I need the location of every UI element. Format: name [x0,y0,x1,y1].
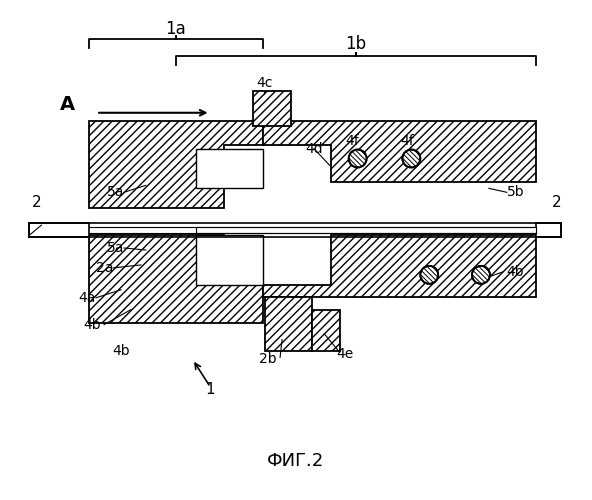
Text: 4d: 4d [305,142,323,156]
Text: 4e: 4e [336,348,353,362]
Text: 4b: 4b [83,318,101,332]
Text: 4f: 4f [401,134,414,147]
Bar [30,223,89,237]
Bar [265,296,312,352]
Text: ФИГ.2: ФИГ.2 [268,452,324,470]
Circle shape [403,150,420,168]
Text: 2: 2 [552,195,561,210]
Text: 2b: 2b [259,352,277,366]
Text: 2a: 2a [96,261,113,275]
Circle shape [349,150,366,168]
Text: 4a: 4a [79,290,96,304]
Text: 4b: 4b [506,265,523,279]
Polygon shape [89,235,263,322]
Bar [312,310,340,352]
Bar [253,91,291,126]
Text: 1a: 1a [165,20,186,38]
Text: A: A [60,96,75,114]
Text: 4b: 4b [112,344,130,358]
Text: 1: 1 [205,382,215,396]
Text: 2: 2 [32,195,41,210]
Circle shape [420,266,438,284]
Text: 5a: 5a [107,186,124,200]
Text: 4c: 4c [256,76,272,90]
Text: 1b: 1b [345,35,366,53]
Polygon shape [263,120,536,182]
Polygon shape [263,235,536,296]
Bar [195,227,536,233]
Bar [195,148,263,188]
Text: 5b: 5b [507,186,525,200]
Bar [536,223,561,237]
Text: 4f: 4f [345,134,359,147]
Bar [195,235,263,285]
Text: 5a: 5a [107,241,124,255]
Circle shape [472,266,490,284]
Polygon shape [89,120,263,208]
